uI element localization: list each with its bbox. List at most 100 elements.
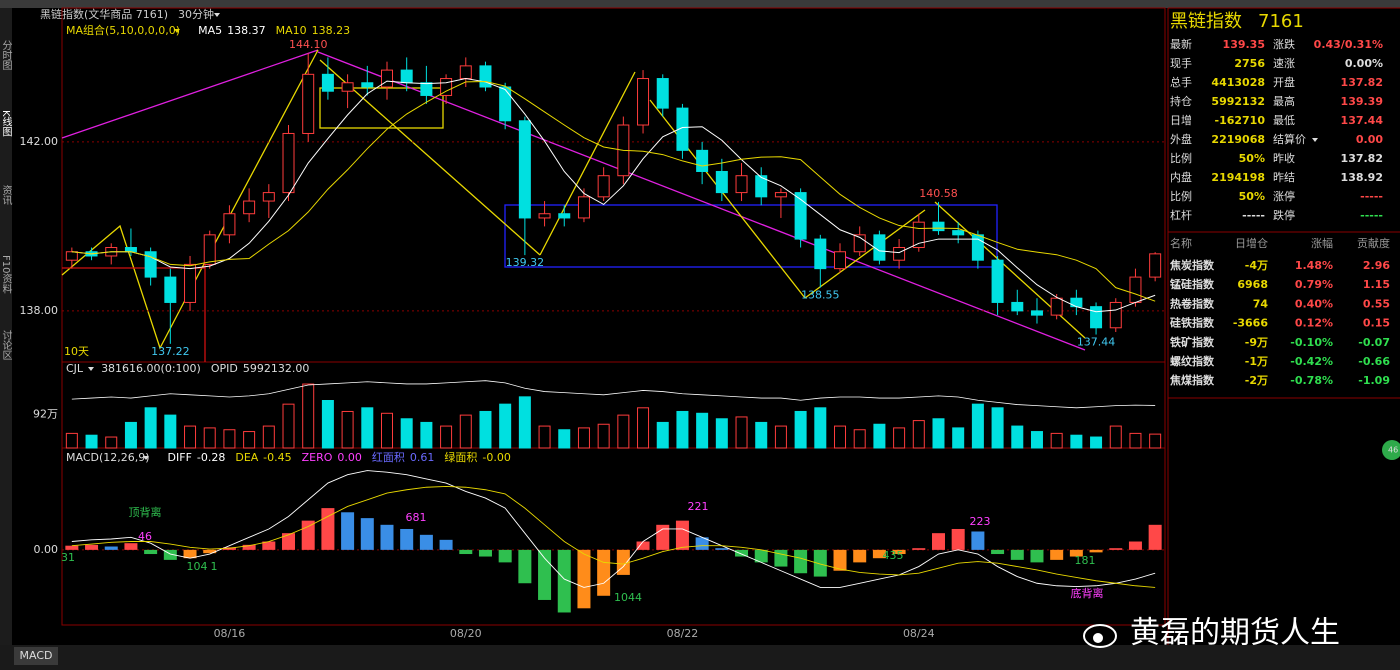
table-cell: -3666 [1233, 317, 1269, 330]
sidebar-tab[interactable]: K线图 [0, 110, 12, 137]
indicator: MA组合(5,10,0,0,0,0) [66, 23, 180, 37]
dropdown-icon [174, 29, 180, 33]
sidebar-tab[interactable]: 讨论区 [0, 330, 12, 360]
table-cell[interactable]: 硅铁指数 [1170, 316, 1215, 330]
quote-value: 2219068 [1211, 133, 1265, 146]
quote-label: 涨停 [1273, 189, 1295, 203]
table-cell[interactable]: 焦煤指数 [1169, 373, 1215, 387]
volume-bar [1070, 434, 1083, 449]
quote-title: 黑链指数 [1170, 11, 1242, 32]
volume-bar [715, 418, 728, 449]
table-cell: 0.40% [1295, 297, 1333, 310]
candle-body [65, 251, 78, 261]
legend-value: -0.28 [197, 451, 225, 464]
volume-bar [814, 407, 827, 449]
dropdown-icon [214, 13, 220, 17]
macd-bar [104, 546, 118, 550]
macd-annotation: 顶背离 [129, 505, 162, 519]
volume-bar [952, 427, 965, 449]
badge-text[interactable]: 46 [1388, 446, 1398, 455]
table-header: 涨幅 [1311, 237, 1333, 250]
volume-bar [440, 425, 453, 449]
macd-bar [892, 549, 906, 555]
macd-bar [419, 534, 433, 550]
quote-value: 139.39 [1341, 95, 1383, 108]
badge[interactable] [1382, 440, 1400, 460]
quote-label: 内盘 [1170, 170, 1192, 184]
top-bar [0, 0, 1400, 8]
volume-bar [932, 418, 945, 449]
sidebar-tab[interactable]: 分时图 [0, 40, 12, 71]
volume-bar [1129, 432, 1142, 449]
macd-bar [951, 528, 965, 550]
y-tick-label: 0.00 [34, 543, 59, 556]
volume-bar [893, 427, 906, 449]
volume-bar [420, 421, 433, 449]
volume-bar [1149, 433, 1162, 449]
sidebar-tab[interactable]: F10资料 [0, 255, 12, 294]
candle-body [1011, 301, 1024, 312]
quote-label: 现手 [1170, 56, 1192, 70]
table-cell: -9万 [1245, 336, 1268, 349]
candle-body [558, 213, 571, 219]
macd-bar [1089, 549, 1103, 553]
tab-label[interactable]: MACD [20, 649, 53, 662]
volume-bar [1050, 432, 1063, 449]
sidebar-tab[interactable]: 资讯 [0, 185, 12, 206]
volume-bar [735, 416, 748, 449]
volume-bar [380, 412, 393, 449]
y-tick-label: 92万 [33, 407, 58, 420]
tab-macd[interactable] [14, 647, 58, 665]
macd-bar [183, 549, 197, 559]
candle-body [499, 86, 512, 122]
table-cell: 1.48% [1295, 259, 1333, 272]
macd-bar [991, 549, 1005, 555]
quote-label: 最低 [1273, 114, 1295, 127]
quote-value: 50% [1239, 152, 1265, 165]
quote-label: 总手 [1170, 75, 1192, 89]
table-header: 日增仓 [1235, 236, 1268, 250]
quote-label: 结算价 [1273, 132, 1306, 146]
table-cell[interactable]: 铁矿指数 [1170, 335, 1215, 349]
table-cell[interactable]: 热卷指数 [1170, 296, 1215, 310]
candle-body [1090, 306, 1103, 329]
macd-bar [597, 549, 611, 596]
extreme-label: 140.58 [919, 187, 958, 200]
period-label: 10天 [64, 345, 89, 358]
macd-bar [577, 549, 591, 609]
candle-body [262, 192, 275, 202]
macd-annotation: 1 [211, 560, 218, 573]
candle-body [538, 213, 551, 219]
candle-body [203, 234, 216, 265]
macd-bar [380, 524, 394, 550]
x-tick-label: 08/24 [903, 627, 935, 640]
quote-value: -162710 [1215, 114, 1266, 127]
quote-value: 137.44 [1341, 114, 1384, 127]
macd-bar [1128, 541, 1142, 550]
table-cell: -0.07 [1358, 336, 1390, 349]
candle-body [1030, 310, 1043, 316]
table-cell[interactable]: 锰硅指数 [1170, 277, 1215, 291]
macd-bar [616, 549, 630, 575]
candle-body [1129, 276, 1142, 303]
volume-bar [656, 421, 669, 449]
weibo-icon [1083, 624, 1117, 648]
quote-value: 139.35 [1223, 38, 1265, 51]
table-cell: -4万 [1245, 259, 1268, 272]
volume-bar [696, 412, 709, 449]
watermark: 黄磊的期货人生 [1130, 616, 1340, 651]
table-cell[interactable]: 螺纹指数 [1170, 354, 1215, 368]
candle-body [144, 251, 157, 278]
macd-bar [65, 545, 79, 550]
quote-label: 开盘 [1273, 75, 1295, 89]
volume-bar [459, 414, 472, 449]
candle-body [1149, 253, 1162, 278]
quote-label: 昨收 [1273, 151, 1295, 165]
candle-body [459, 65, 472, 80]
quote-label: 杠杆 [1170, 208, 1192, 222]
indicator-legend: MA组合(5,10,0,0,0,0) MA5 138.37 MA10 138.23 [66, 23, 350, 37]
table-cell[interactable]: 焦炭指数 [1169, 258, 1215, 272]
table-cell: 0.79% [1295, 278, 1333, 291]
volume-bar [1011, 425, 1024, 449]
x-tick-label: 08/22 [667, 627, 699, 640]
